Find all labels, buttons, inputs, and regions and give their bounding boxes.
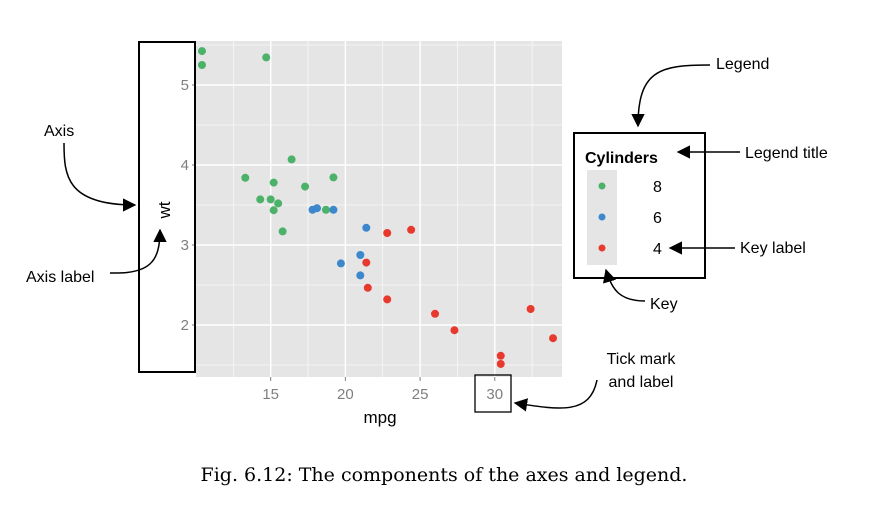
annotation-axis-label: Axis label [26,269,94,286]
data-point-cyl-8 [287,155,296,164]
y-axis-title: wt [155,201,174,219]
legend-title: Cylinders [585,150,658,167]
data-point-cyl-8 [197,47,206,56]
y-tick-label: 4 [181,157,189,174]
data-point-cyl-6 [356,271,365,280]
data-point-cyl-4 [549,334,558,343]
grid-lines [196,41,562,377]
x-tick-label: 20 [337,386,354,403]
figure-caption: Fig. 6.12: The components of the axes an… [200,464,688,486]
data-point-cyl-6 [362,223,371,232]
data-point-cyl-8 [241,173,250,182]
data-point-cyl-4 [383,229,392,237]
data-point-cyl-8 [269,178,278,187]
y-tick-label: 3 [181,237,189,254]
axis-highlight-box [138,41,196,373]
annotation-legend-title: Legend title [745,145,828,162]
data-point-cyl-6 [336,259,345,268]
arrow-tick [513,379,598,412]
data-point-cyl-8 [278,227,287,236]
plot-panel [196,41,562,377]
annotation-tick-line1: Tick mark [607,351,677,368]
x-axis-title: mpg [363,408,396,427]
legend-key-6 [598,213,606,221]
data-point-cyl-4 [363,283,372,292]
data-point-cyl-8 [197,61,206,69]
data-point-cyl-8 [262,53,271,62]
data-point-cyl-4 [407,225,416,234]
y-tick-label: 5 [181,77,189,94]
annotation-arrows [63,64,740,412]
arrow-axis-label [109,228,167,274]
x-tick-label: 30 [486,386,503,403]
data-point-cyl-6 [313,204,322,213]
arrow-key [603,268,646,302]
data-point-cyl-8 [266,195,275,204]
annotation-key-label: Key label [740,240,806,257]
data-point-cyl-8 [269,206,278,215]
annotation-tick-line2: and label [609,374,674,391]
legend-key-label-4: 4 [653,241,662,258]
x-tick-label: 25 [412,386,429,403]
data-points [197,47,558,368]
legend-key-4 [598,244,606,252]
data-point-cyl-4 [450,326,459,335]
data-point-cyl-4 [496,351,505,360]
data-point-cyl-8 [321,205,330,214]
annotation-legend: Legend [716,56,769,73]
arrow-legend [631,64,711,128]
data-point-cyl-6 [329,205,338,214]
x-tick-label: 15 [262,386,279,403]
data-point-cyl-8 [301,182,310,191]
y-tick-label: 2 [181,317,189,334]
data-point-cyl-4 [431,309,440,318]
axis-ticks: 15 20 25 30 2 3 4 5 [181,77,503,403]
annotation-axis: Axis [44,123,74,140]
data-point-cyl-8 [256,195,265,204]
data-point-cyl-4 [362,258,371,267]
legend-keys: 8 6 4 [598,179,662,258]
legend-box [573,132,706,279]
data-point-cyl-4 [496,359,505,368]
data-point-cyl-8 [274,199,283,208]
legend-key-label-8: 8 [653,179,662,196]
data-point-cyl-8 [329,173,338,182]
data-point-cyl-4 [383,295,392,304]
data-point-cyl-6 [356,251,365,259]
legend-key-label-6: 6 [653,210,662,227]
tick-highlight-box [474,374,512,413]
arrow-axis [63,142,137,212]
annotation-key: Key [650,296,678,313]
data-point-cyl-4 [526,305,535,313]
legend-key-8 [598,182,606,190]
